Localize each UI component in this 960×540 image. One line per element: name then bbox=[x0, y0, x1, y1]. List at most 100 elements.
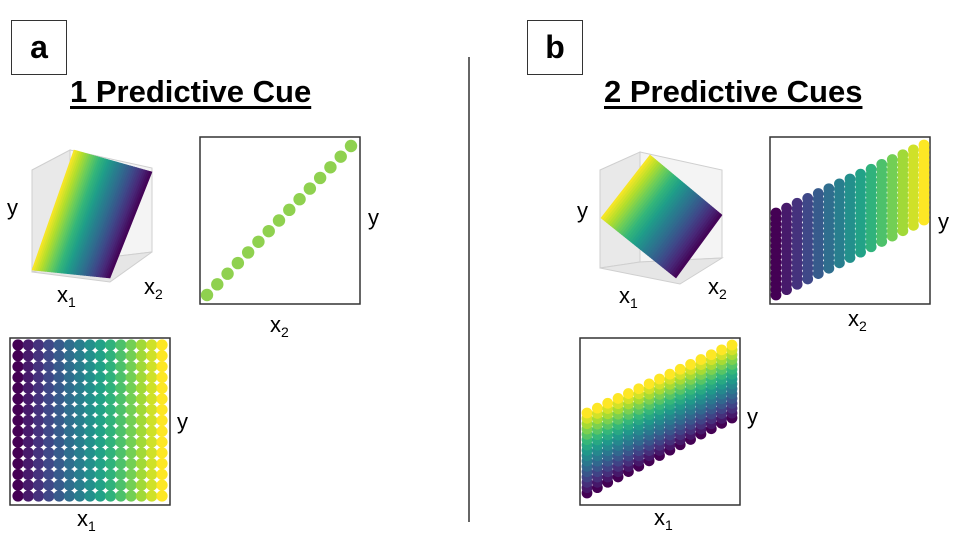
data-point bbox=[623, 450, 634, 462]
data-point bbox=[104, 404, 117, 416]
data-point bbox=[886, 205, 898, 216]
data-point bbox=[726, 412, 738, 424]
data-point bbox=[643, 434, 655, 446]
surface-strip bbox=[649, 193, 700, 259]
data-point bbox=[726, 359, 738, 370]
data-point bbox=[865, 241, 877, 253]
data-point bbox=[22, 425, 34, 437]
data-point bbox=[115, 350, 127, 362]
data-point bbox=[43, 360, 55, 373]
data-point bbox=[726, 393, 738, 404]
data-point bbox=[908, 194, 919, 206]
data-point bbox=[94, 468, 106, 481]
data-point bbox=[886, 194, 898, 206]
data-point bbox=[591, 445, 603, 456]
data-point bbox=[716, 359, 728, 370]
data-point bbox=[695, 369, 707, 380]
data-point bbox=[918, 174, 930, 186]
surface-strip bbox=[673, 213, 723, 279]
data-point bbox=[22, 490, 34, 502]
data-point bbox=[791, 224, 803, 236]
surface-strip bbox=[664, 205, 714, 271]
data-point bbox=[844, 225, 856, 237]
data-point bbox=[591, 434, 603, 446]
data-point bbox=[32, 468, 45, 481]
data-point bbox=[135, 468, 148, 481]
data-point bbox=[43, 436, 55, 448]
data-point bbox=[685, 359, 696, 370]
data-point bbox=[125, 468, 137, 481]
data-point bbox=[94, 360, 106, 373]
data-point bbox=[32, 393, 45, 405]
surface-strip bbox=[49, 154, 94, 273]
data-point bbox=[705, 388, 717, 400]
data-point bbox=[876, 200, 888, 211]
data-point bbox=[53, 479, 65, 491]
data-point bbox=[115, 490, 127, 502]
surface-strip bbox=[666, 207, 716, 273]
data-point bbox=[812, 209, 824, 221]
data-point bbox=[695, 364, 707, 375]
data-point bbox=[581, 412, 593, 424]
surface-strip bbox=[669, 210, 719, 276]
panel-b-scatter-x2-points bbox=[770, 139, 930, 301]
data-point bbox=[74, 404, 86, 416]
data-point bbox=[104, 458, 117, 470]
data-point bbox=[695, 413, 707, 425]
data-point bbox=[802, 273, 814, 285]
data-point bbox=[770, 251, 782, 263]
data-point bbox=[705, 349, 717, 361]
data-point bbox=[135, 382, 148, 394]
data-point bbox=[823, 204, 835, 216]
data-point bbox=[855, 168, 866, 180]
data-point bbox=[834, 220, 845, 232]
data-point bbox=[908, 169, 919, 181]
data-point bbox=[125, 425, 137, 437]
panel-a-scatter-x2-frame bbox=[199, 136, 361, 305]
data-point bbox=[674, 363, 686, 375]
data-point bbox=[918, 144, 930, 156]
data-point bbox=[726, 373, 738, 385]
data-point bbox=[823, 252, 835, 264]
data-point bbox=[22, 350, 34, 362]
data-point bbox=[313, 171, 327, 185]
data-point bbox=[74, 339, 86, 351]
data-point bbox=[716, 413, 728, 424]
data-point bbox=[791, 262, 803, 274]
data-point bbox=[716, 368, 728, 380]
data-point bbox=[135, 350, 148, 362]
data-point bbox=[32, 339, 45, 351]
data-point bbox=[855, 236, 866, 248]
data-point bbox=[844, 231, 856, 242]
data-point bbox=[324, 161, 337, 174]
data-point bbox=[705, 369, 717, 380]
data-point bbox=[146, 425, 158, 437]
data-point bbox=[53, 490, 65, 502]
data-point bbox=[94, 479, 106, 491]
data-point bbox=[726, 378, 738, 390]
data-point bbox=[876, 215, 888, 227]
data-point bbox=[32, 436, 45, 448]
data-point bbox=[63, 350, 76, 362]
data-point bbox=[918, 189, 930, 201]
data-point bbox=[22, 382, 34, 394]
data-point bbox=[664, 439, 676, 451]
data-point bbox=[22, 371, 34, 383]
data-point bbox=[674, 439, 686, 451]
surface-strip bbox=[611, 163, 664, 229]
data-point bbox=[156, 468, 168, 481]
data-point bbox=[674, 414, 686, 426]
data-point bbox=[716, 349, 728, 361]
data-point bbox=[104, 393, 117, 405]
data-point bbox=[834, 204, 845, 216]
data-point bbox=[654, 394, 665, 405]
data-point bbox=[602, 429, 614, 441]
data-point bbox=[886, 215, 898, 227]
data-point bbox=[918, 204, 930, 216]
panel-a-scatter-x1-points bbox=[12, 339, 168, 502]
data-point bbox=[156, 436, 168, 448]
data-point bbox=[654, 399, 665, 410]
data-point bbox=[43, 404, 55, 416]
data-point bbox=[623, 455, 634, 467]
surface-strip bbox=[619, 169, 671, 235]
